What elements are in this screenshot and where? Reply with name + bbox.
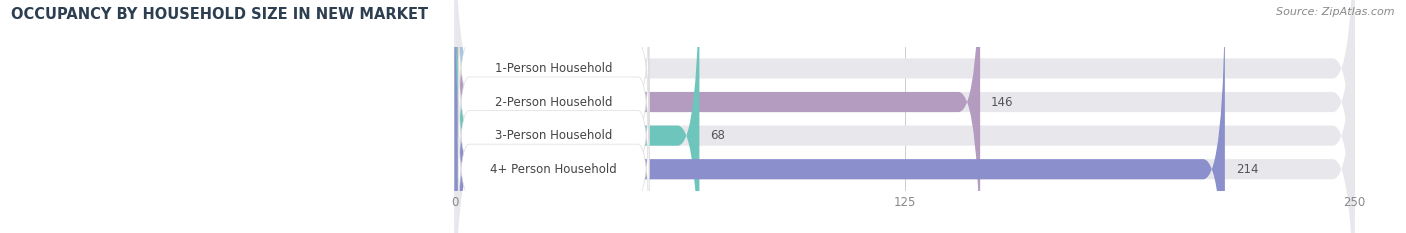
Text: 68: 68 bbox=[710, 129, 725, 142]
FancyBboxPatch shape bbox=[454, 0, 1225, 233]
FancyBboxPatch shape bbox=[454, 0, 980, 233]
FancyBboxPatch shape bbox=[458, 0, 650, 144]
FancyBboxPatch shape bbox=[454, 0, 1354, 233]
FancyBboxPatch shape bbox=[454, 0, 699, 233]
Text: OCCUPANCY BY HOUSEHOLD SIZE IN NEW MARKET: OCCUPANCY BY HOUSEHOLD SIZE IN NEW MARKE… bbox=[11, 7, 429, 22]
Text: 4+ Person Household: 4+ Person Household bbox=[491, 163, 617, 176]
FancyBboxPatch shape bbox=[458, 60, 650, 211]
FancyBboxPatch shape bbox=[458, 93, 650, 233]
Text: 1-Person Household: 1-Person Household bbox=[495, 62, 613, 75]
FancyBboxPatch shape bbox=[454, 0, 599, 233]
Text: 3-Person Household: 3-Person Household bbox=[495, 129, 613, 142]
Text: 40: 40 bbox=[609, 62, 624, 75]
FancyBboxPatch shape bbox=[454, 0, 1354, 233]
FancyBboxPatch shape bbox=[458, 26, 650, 178]
Text: Source: ZipAtlas.com: Source: ZipAtlas.com bbox=[1277, 7, 1395, 17]
Text: 146: 146 bbox=[991, 96, 1014, 109]
FancyBboxPatch shape bbox=[454, 0, 1354, 233]
FancyBboxPatch shape bbox=[454, 0, 1354, 233]
Text: 214: 214 bbox=[1236, 163, 1258, 176]
Text: 2-Person Household: 2-Person Household bbox=[495, 96, 613, 109]
